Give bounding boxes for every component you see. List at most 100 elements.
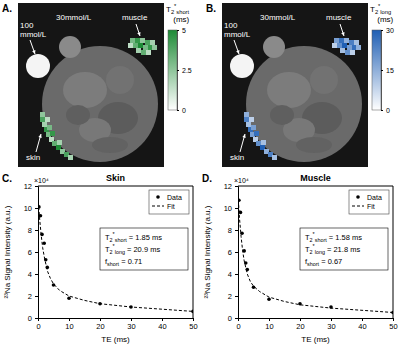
annotation: fshort = 0.71 — [105, 257, 142, 267]
colorbar-axis-line — [178, 31, 180, 111]
tissue-texture — [63, 72, 107, 108]
y-tick: 2 — [28, 292, 38, 301]
y-tick: 6 — [228, 248, 238, 257]
colorbar-tick-label: 5 — [182, 27, 186, 34]
data-marks — [38, 197, 193, 313]
y-tick-label: 6 — [28, 248, 32, 257]
plot-area: 01020304050024681012DataFitT2*short = 1.… — [24, 182, 198, 331]
legend-label: Data — [367, 194, 382, 201]
y-tick: 4 — [228, 270, 238, 279]
text-part: 2 — [310, 249, 313, 255]
y-tick: 0 — [228, 314, 238, 323]
y-tick-label: 4 — [28, 270, 32, 279]
text-part: = 1.58 ms — [327, 233, 362, 242]
arrow-head — [242, 134, 245, 138]
chart-title: Muscle — [300, 173, 331, 183]
colorbar-tick: 30 — [381, 27, 394, 34]
overlay-pixel — [50, 131, 55, 136]
y-tick: 0 — [28, 314, 38, 323]
y-tick-label: 10 — [224, 204, 232, 213]
colorbar-tick: 2.5 — [177, 67, 192, 74]
x-tick-label: 30 — [327, 322, 335, 331]
x-tick: 20 — [296, 318, 304, 331]
x-tick-label: 50 — [389, 322, 397, 331]
phantom-30 — [59, 36, 81, 58]
x-axis-title: TE (ms) — [101, 335, 130, 344]
x-tick-mark — [162, 318, 163, 321]
panel: B.100mmol/L30mmol/LmuscleskinT2*long (ms… — [206, 3, 394, 167]
annotation-arrow — [136, 24, 140, 36]
plot-frame — [193, 186, 194, 318]
data-point — [42, 241, 46, 245]
overlay-pixel — [45, 117, 50, 122]
x-axis-line — [39, 319, 194, 322]
text-part: = 20.9 ms — [125, 245, 160, 254]
mri-image — [18, 3, 164, 167]
x-tick-label: 0 — [236, 322, 240, 331]
plot-frame — [393, 186, 394, 318]
overlay-pixel — [42, 122, 47, 127]
overlay-pixel — [143, 45, 148, 50]
x-tick-label: 20 — [96, 322, 104, 331]
panel-label: A. — [2, 3, 12, 14]
legend-marker — [356, 195, 360, 199]
x-tick: 10 — [65, 318, 73, 331]
text-part: = 21.8 ms — [325, 245, 360, 254]
x-tick: 40 — [158, 318, 166, 331]
x-tick: 0 — [36, 318, 40, 331]
overlay-pixel — [40, 112, 45, 117]
x-tick-label: 40 — [158, 322, 166, 331]
x-tick-mark — [331, 318, 332, 321]
y-tick-mark — [35, 230, 38, 231]
legend-box — [149, 190, 189, 214]
arrow-head — [236, 50, 239, 54]
y-tick-mark — [235, 252, 238, 253]
legend: DataFit — [349, 190, 389, 214]
y-tick-label: 0 — [228, 314, 232, 323]
colorbar-axis: 01530 — [381, 27, 394, 114]
x-tick: 20 — [96, 318, 104, 331]
overlay-pixel — [354, 40, 359, 45]
overlay-pixel — [337, 43, 342, 48]
annotation-box — [300, 228, 388, 270]
colorbar-title: T2*short (ms) — [166, 3, 190, 24]
y-tick: 10 — [24, 204, 38, 213]
y-axis-line — [35, 187, 39, 319]
colorbar — [168, 30, 177, 110]
overlay-pixel — [57, 140, 62, 145]
y-tick-mark — [235, 318, 238, 319]
colorbar-tick-mark — [177, 30, 179, 31]
y-tick-mark — [35, 186, 38, 187]
panel-label: B. — [206, 3, 216, 14]
overlay-pixel — [152, 45, 157, 50]
annotation: 30mmol/L — [56, 13, 92, 22]
x-tick-label: 20 — [296, 322, 304, 331]
plot-area: 01020304050024681012DataFitT2*short = 1.… — [224, 182, 398, 331]
x-axis: 01020304050 — [36, 318, 197, 331]
y-axis-line — [235, 187, 239, 319]
panel: A.100mmol/L30mmol/LmuscleskinT2*short (m… — [2, 3, 192, 167]
annotation: 30mmol/L — [260, 13, 296, 22]
annotation-arrow — [36, 134, 41, 152]
colorbar-tick-label: 15 — [386, 67, 394, 74]
text-part: (ms) — [171, 15, 190, 24]
x-tick-mark — [131, 318, 132, 321]
overlay-pixel — [249, 117, 254, 122]
figure-svg: A.100mmol/L30mmol/LmuscleskinT2*short (m… — [0, 0, 400, 349]
annotation: 100 — [224, 21, 238, 30]
overlay-pixel — [254, 131, 259, 136]
annotation: fshort = 0.67 — [305, 257, 342, 267]
overlay-pixel — [340, 48, 345, 53]
y-axis: 024681012 — [24, 182, 39, 323]
x-tick: 30 — [327, 318, 335, 331]
overlay-pixel — [244, 117, 249, 122]
image-background — [18, 3, 164, 167]
annotation: muscle — [326, 13, 352, 22]
text-part: (ms) — [375, 15, 394, 24]
phantom-100 — [230, 54, 254, 78]
y-tick-label: 2 — [28, 292, 32, 301]
legend-marker — [352, 206, 364, 207]
x-tick: 10 — [265, 318, 273, 331]
tissue-texture — [296, 137, 332, 153]
x-tick-label: 30 — [127, 322, 135, 331]
